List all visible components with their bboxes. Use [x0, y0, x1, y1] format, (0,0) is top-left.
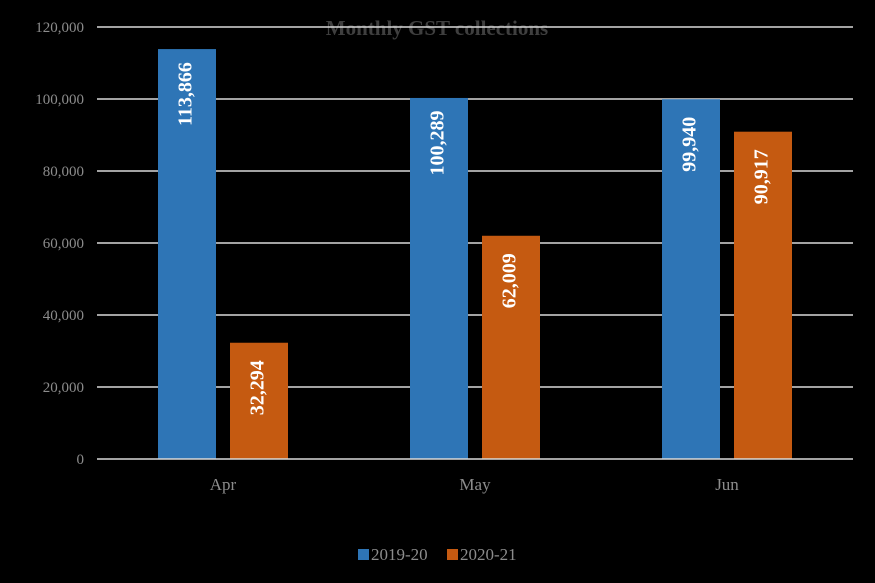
y-axis-ticks: 0 20,000 40,000 60,000 80,000 100,000 120,000 — [35, 20, 84, 468]
bar-2019-20-Apr — [158, 49, 216, 460]
bar-2020-21-Apr — [230, 342, 288, 459]
y-tick-label: 40,000 — [43, 308, 84, 324]
y-tick-label: 20,000 — [43, 380, 84, 396]
legend-swatch — [447, 549, 458, 560]
bars — [158, 49, 792, 460]
y-tick-label: 60,000 — [43, 236, 84, 252]
legend-swatch — [358, 549, 369, 560]
x-category-label: Apr — [210, 475, 237, 494]
data-label: 62,009 — [499, 253, 521, 308]
bar-2019-20-May — [410, 97, 468, 460]
data-label: 90,917 — [751, 149, 773, 204]
legend-label: 2020-21 — [460, 545, 517, 564]
bar-2020-21-Jun — [734, 131, 792, 460]
y-tick-label: 80,000 — [43, 164, 84, 180]
x-category-label: May — [459, 475, 491, 494]
y-tick-label: 0 — [77, 452, 85, 468]
bar-2019-20-Jun — [662, 99, 720, 459]
legend: 2019-20 2020-21 — [358, 545, 517, 564]
chart-title: Monthly GST collections — [326, 16, 548, 40]
gridlines — [97, 26, 853, 388]
data-labels: 113,866 32,294 100,289 62,009 99,940 90,917 — [175, 62, 773, 415]
bar-2020-21-May — [482, 235, 540, 459]
x-axis-categories: Apr May Jun — [210, 475, 740, 494]
y-tick-label: 120,000 — [35, 20, 84, 36]
y-tick-label: 100,000 — [35, 92, 84, 108]
data-label: 32,294 — [247, 360, 269, 415]
legend-label: 2019-20 — [371, 545, 428, 564]
data-label: 100,289 — [427, 110, 449, 175]
x-category-label: Jun — [715, 475, 739, 494]
data-label: 113,866 — [175, 62, 197, 126]
data-label: 99,940 — [679, 117, 701, 172]
